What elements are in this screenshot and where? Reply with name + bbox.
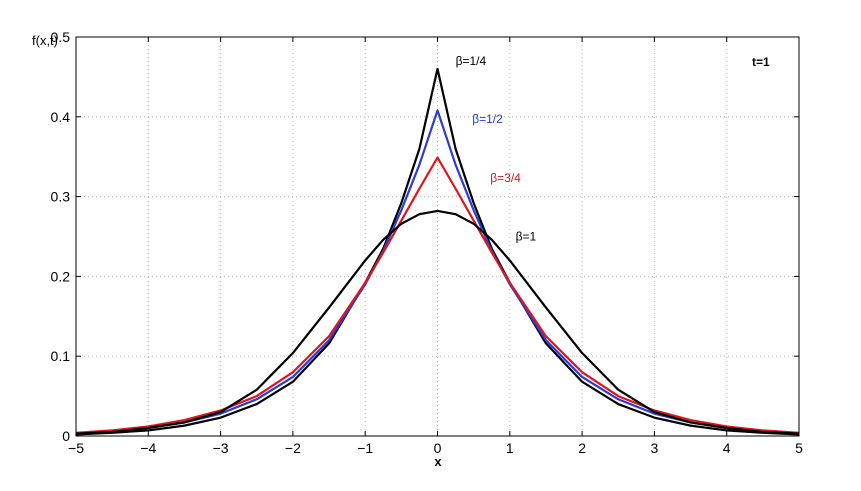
x-tick-label: 5: [795, 440, 803, 456]
series-line-4: [75, 209, 800, 435]
series-labels: β=1/4 β=1/2 β=3/4 β=1: [456, 54, 537, 244]
axis-ticks: −5 −4 −3 −2 −1 0 1 2 3 4 5 0 0.1 0.2 0.3 0.4 0.5: [51, 29, 804, 456]
x-tick-label: −5: [68, 440, 84, 456]
series-label-2: β=1/2: [472, 112, 503, 126]
y-tick-label: 0.4: [51, 109, 71, 125]
x-tick-label: −1: [357, 440, 373, 456]
y-tick-label: 0.3: [51, 189, 71, 205]
series-line-2: [75, 109, 800, 435]
x-tick-label: −3: [213, 440, 229, 456]
y-axis-label: f(x,t): [32, 33, 58, 48]
x-tick-label: 1: [506, 440, 514, 456]
series-label-3: β=3/4: [490, 171, 521, 185]
series-line-3: [75, 156, 800, 434]
y-tick-label: 0.5: [51, 29, 71, 45]
y-tick-label: 0.2: [51, 268, 71, 284]
x-tick-label: −2: [285, 440, 301, 456]
x-tick-label: 2: [578, 440, 586, 456]
series-label-4: β=1: [516, 229, 537, 243]
x-tick-label: −4: [140, 440, 156, 456]
y-tick-label: 0: [62, 428, 70, 444]
grid-lines: [76, 37, 799, 436]
series-line-1: [75, 67, 800, 436]
x-tick-label: 4: [723, 440, 731, 456]
series-lines: [75, 67, 800, 436]
time-annotation: t=1: [752, 55, 770, 69]
x-axis-label: x: [434, 454, 442, 469]
x-tick-label: 0: [434, 440, 442, 456]
series-label-1: β=1/4: [456, 54, 487, 68]
x-tick-label: 3: [651, 440, 659, 456]
y-tick-label: 0.1: [51, 348, 71, 364]
